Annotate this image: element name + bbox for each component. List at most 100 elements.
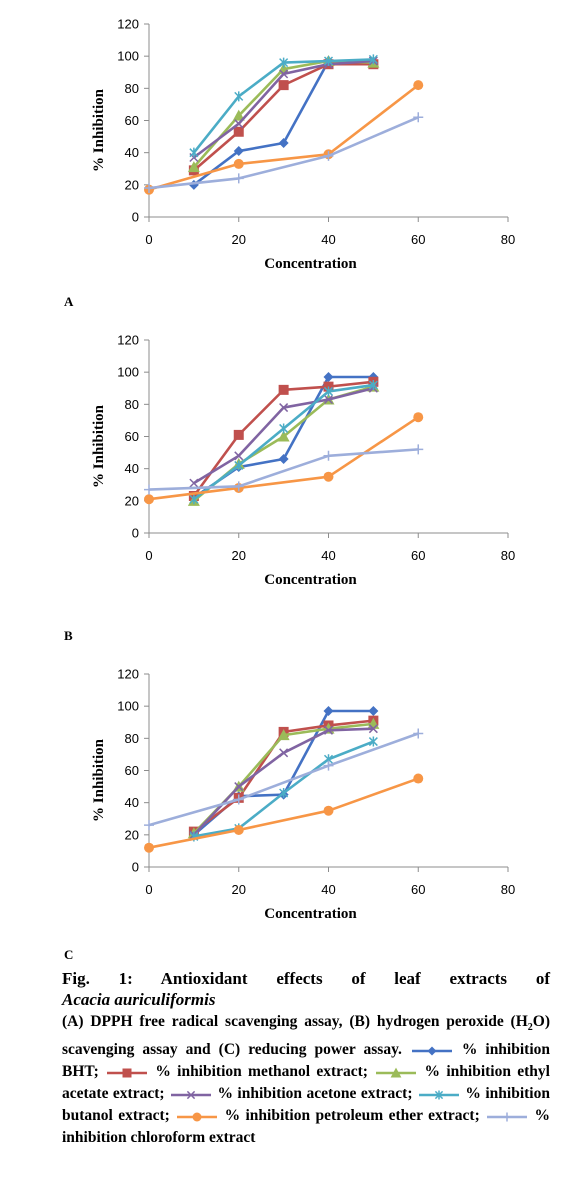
series-plus (144, 728, 424, 831)
x-tick-label: 0 (145, 232, 152, 247)
x-tick-label: 20 (232, 232, 246, 247)
data-point (323, 805, 334, 816)
x-tick-label: 60 (411, 882, 425, 897)
series-plus (144, 112, 424, 194)
caption-species: Acacia auriculiformis (62, 990, 216, 1009)
data-point (323, 150, 334, 161)
y-tick-label: 120 (117, 667, 139, 682)
y-tick-label: 20 (125, 827, 139, 842)
data-point (323, 55, 334, 66)
y-tick-label: 80 (125, 81, 139, 96)
legend-symbol (487, 1112, 528, 1122)
data-point (413, 412, 424, 423)
legend-label: % inhibition BHT; (62, 1041, 551, 1081)
data-point (279, 423, 289, 434)
caption-assay-b-o: O (532, 1013, 545, 1030)
y-tick-label: 0 (132, 860, 139, 875)
legend-symbol (411, 1046, 452, 1056)
y-tick-label: 0 (132, 210, 139, 225)
y-tick-label: 100 (117, 49, 139, 64)
y-tick-label: 120 (117, 333, 139, 348)
x-axis-title: Concentration (264, 256, 357, 272)
legend-marker (390, 1067, 402, 1078)
legend-marker (192, 1112, 202, 1122)
chart-c: 0 20 40 60 80 100 120 0 20 40 60 80 Concentration % I… (91, 667, 515, 923)
chart-b: 0 20 40 60 80 100 120 0 20 40 60 80 Concentration % I… (91, 333, 515, 589)
caption-assay-b-end: ) scavenging assay and (62, 1013, 550, 1059)
caption-assay-a: (A) DPPH free radical scavenging assay, (62, 1013, 343, 1030)
legend-symbol (177, 1112, 218, 1122)
legend-label: % inhibition petroleum ether extract; (219, 1107, 486, 1125)
legend-label: % inhibition methanol extract; (149, 1063, 375, 1081)
caption-assay-b-sub: 2 (527, 1022, 533, 1034)
data-point (279, 57, 289, 68)
series-line (193, 385, 374, 502)
y-tick-label: 80 (125, 731, 139, 746)
x-tick-label: 80 (501, 882, 515, 897)
y-tick-label: 120 (117, 17, 139, 32)
caption-title: Antioxidant effects of leaf extracts of (160, 969, 550, 988)
y-tick-label: 40 (125, 795, 139, 810)
y-tick-label: 60 (125, 763, 139, 778)
x-tick-label: 0 (145, 548, 152, 563)
legend-marker (122, 1068, 132, 1078)
data-point (323, 371, 334, 382)
caption-assay-b: (B) hydrogen peroxide (H (349, 1013, 528, 1030)
data-point (233, 794, 244, 805)
series-line (148, 416, 419, 501)
y-tick-label: 100 (117, 699, 139, 714)
data-point (277, 430, 290, 442)
data-point (323, 450, 334, 461)
y-axis-title: % Inhibition (91, 404, 107, 488)
panel-letter-c: C (64, 947, 74, 962)
data-point (233, 158, 244, 169)
legend-marker (186, 1090, 196, 1099)
data-point (323, 725, 334, 735)
data-point (368, 724, 378, 734)
legend-item: % inhibition methanol extract; (105, 1063, 374, 1080)
data-point (277, 729, 290, 741)
x-tick-label: 80 (501, 232, 515, 247)
data-point (279, 69, 289, 79)
panel-letter-a: A (64, 294, 74, 309)
legend-label: % inhibition chloroform extract (62, 1107, 551, 1147)
y-tick-label: 20 (125, 493, 139, 508)
legend-symbol (376, 1067, 417, 1078)
legend-item: % inhibition acetone extract; (169, 1085, 417, 1102)
series-line (148, 448, 419, 491)
series-plus (144, 444, 424, 495)
data-point (279, 748, 289, 758)
data-point (368, 736, 378, 747)
data-point (144, 484, 154, 495)
series-line (192, 722, 374, 835)
series-circle (144, 80, 424, 195)
legend-label: % inhibition butanol extract; (62, 1085, 550, 1125)
legend-marker (502, 1112, 512, 1122)
caption-body: (A) DPPH free radical scavenging assay, … (62, 1011, 550, 1149)
caption-assay-c: (C) reducing power assay. (218, 1041, 402, 1059)
y-tick-label: 40 (125, 145, 139, 160)
data-point (323, 471, 334, 482)
x-tick-label: 40 (321, 548, 335, 563)
y-tick-label: 100 (117, 365, 139, 380)
data-point (278, 138, 289, 149)
data-point (187, 161, 200, 173)
data-point (233, 825, 244, 836)
x-tick-label: 0 (145, 882, 152, 897)
x-tick-label: 40 (321, 882, 335, 897)
data-point (413, 773, 424, 784)
series-line (148, 732, 419, 827)
data-point (323, 705, 334, 716)
data-point (413, 112, 424, 123)
data-point (368, 705, 379, 716)
data-point (232, 109, 245, 121)
y-tick-label: 60 (125, 429, 139, 444)
series-circle (144, 412, 424, 505)
data-point (413, 728, 424, 739)
data-point (189, 478, 199, 488)
data-point (233, 126, 244, 137)
data-point (234, 782, 244, 792)
data-point (144, 183, 154, 194)
series-star (189, 380, 378, 505)
y-tick-label: 20 (125, 177, 139, 192)
